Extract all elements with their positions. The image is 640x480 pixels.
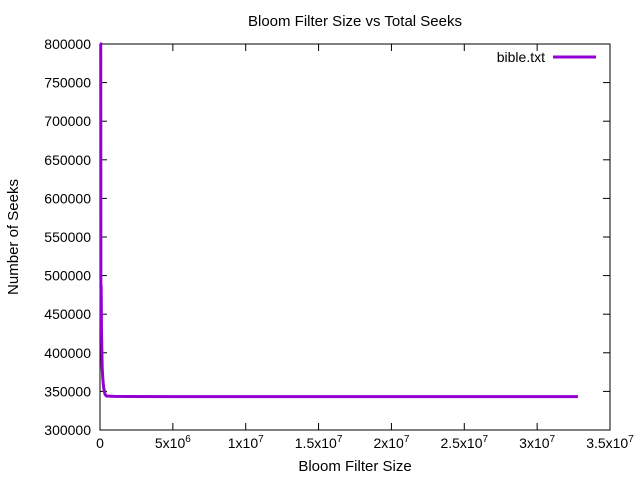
series-line-bible-txt — [99, 42, 578, 399]
x-tick-label: 1x107 — [228, 434, 264, 451]
axis-ticks: 300000 350000 400000 450000 500000 550000 6000… — [44, 36, 634, 451]
x-tick-label: 5x106 — [155, 434, 191, 451]
y-tick-label: 550000 — [44, 229, 91, 245]
y-tick-label: 400000 — [44, 345, 91, 361]
y-tick-label: 300000 — [44, 422, 91, 438]
x-tick-label: 2x107 — [373, 434, 409, 451]
plot-area-frame — [99, 43, 611, 431]
y-axis-title: Number of Seeks — [5, 179, 22, 295]
x-tick-label: 3.5x107 — [586, 434, 634, 451]
x-axis-title: Bloom Filter Size — [298, 458, 411, 475]
legend: bible.txt — [497, 49, 596, 65]
legend-label-bible-txt: bible.txt — [497, 49, 545, 65]
y-tick-label: 650000 — [44, 152, 91, 168]
y-tick-label: 350000 — [44, 383, 91, 399]
y-tick-label: 700000 — [44, 113, 91, 129]
x-tick-label: 3x107 — [519, 434, 555, 451]
y-tick-label: 600000 — [44, 190, 91, 206]
y-tick-label: 800000 — [44, 36, 91, 52]
series-layer — [99, 42, 578, 399]
y-tick-label: 750000 — [44, 75, 91, 91]
x-tick-label: 2.5x107 — [440, 434, 488, 451]
x-tick-label: 0 — [96, 435, 104, 451]
chart-title: Bloom Filter Size vs Total Seeks — [248, 13, 462, 30]
x-tick-label: 1.5x107 — [295, 434, 343, 451]
y-tick-label: 500000 — [44, 268, 91, 284]
y-tick-label: 450000 — [44, 306, 91, 322]
